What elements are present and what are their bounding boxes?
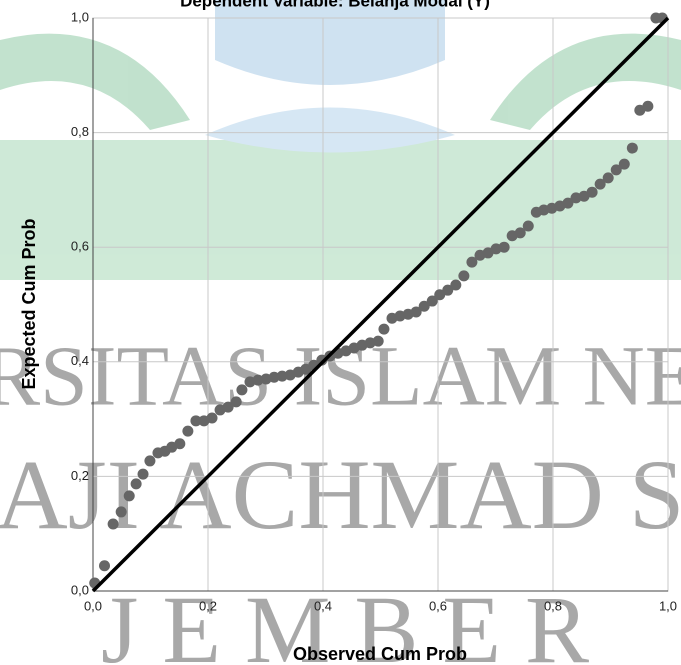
point bbox=[499, 242, 510, 253]
y-tick-label: 0,6 bbox=[71, 239, 89, 254]
x-tick-label: 0,8 bbox=[544, 598, 562, 613]
point bbox=[458, 270, 469, 281]
point bbox=[144, 455, 155, 466]
x-tick-label: 0,2 bbox=[199, 598, 217, 613]
point bbox=[231, 396, 242, 407]
x-tick-label: 0,4 bbox=[314, 598, 332, 613]
x-tick-label: 1,0 bbox=[659, 598, 677, 613]
point bbox=[373, 336, 384, 347]
point bbox=[207, 412, 218, 423]
point bbox=[627, 143, 638, 154]
point bbox=[642, 101, 653, 112]
point bbox=[603, 172, 614, 183]
point bbox=[523, 220, 534, 231]
point bbox=[108, 518, 119, 529]
x-axis-label: Observed Cum Prob bbox=[293, 644, 467, 664]
point bbox=[587, 187, 598, 198]
watermark-logo bbox=[0, 0, 681, 280]
point bbox=[450, 280, 461, 291]
point bbox=[236, 384, 247, 395]
point bbox=[619, 159, 630, 170]
point bbox=[131, 478, 142, 489]
x-tick-label: 0,0 bbox=[84, 598, 102, 613]
chart-title: Dependent Variable: Belanja Modal (Y) bbox=[180, 0, 490, 10]
chart: RSITAS ISLAM NEAJI ACHMAD SJ E M B E R 0… bbox=[0, 0, 681, 665]
point bbox=[116, 506, 127, 517]
y-axis-label: Expected Cum Prob bbox=[19, 218, 39, 389]
y-tick-label: 0,0 bbox=[71, 582, 89, 597]
point bbox=[138, 469, 149, 480]
point bbox=[378, 324, 389, 335]
y-tick-label: 0,2 bbox=[71, 468, 89, 483]
y-tick-label: 0,8 bbox=[71, 124, 89, 139]
point bbox=[99, 560, 110, 571]
point bbox=[182, 426, 193, 437]
y-tick-label: 0,4 bbox=[71, 353, 89, 368]
watermark-line: AJI ACHMAD S bbox=[0, 439, 681, 550]
point bbox=[174, 438, 185, 449]
y-tick-label: 1,0 bbox=[71, 9, 89, 24]
point bbox=[124, 490, 135, 501]
x-tick-label: 0,6 bbox=[429, 598, 447, 613]
